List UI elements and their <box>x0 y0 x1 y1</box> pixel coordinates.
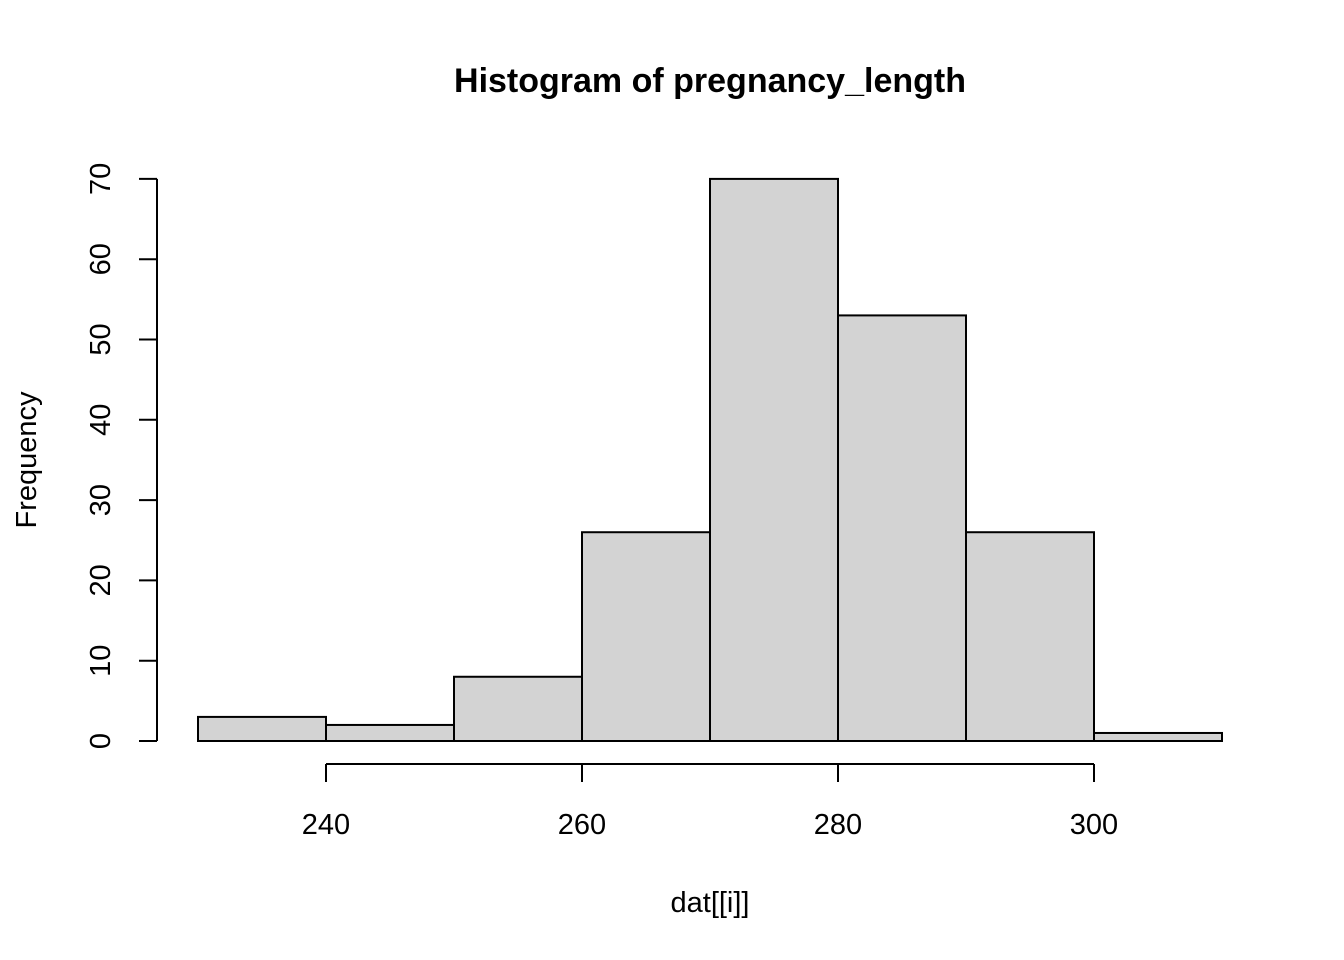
x-tick-label-300: 300 <box>1070 809 1118 841</box>
histogram-bar-7 <box>965 531 1095 742</box>
x-axis-label: dat[[i]] <box>671 887 750 919</box>
y-tick-label-10: 10 <box>85 645 117 677</box>
y-tick-label-0: 0 <box>85 733 117 749</box>
bars-group <box>197 177 1223 743</box>
y-tick-label-60: 60 <box>85 243 117 275</box>
x-tick-label-280: 280 <box>814 809 862 841</box>
histogram-bar-8 <box>1093 731 1223 742</box>
y-tick-label-50: 50 <box>85 323 117 355</box>
histogram-bar-5 <box>709 177 839 742</box>
histogram-bar-3 <box>453 675 583 743</box>
x-tick-label-260: 260 <box>558 809 606 841</box>
y-axis: 0 10 20 30 40 50 60 70 <box>85 163 158 749</box>
y-tick-label-40: 40 <box>85 404 117 436</box>
histogram-bar-1 <box>197 715 327 742</box>
chart-title: Histogram of pregnancy_length <box>454 62 966 100</box>
x-tick-label-240: 240 <box>302 809 350 841</box>
histogram-bar-2 <box>325 723 455 743</box>
y-tick-label-30: 30 <box>85 484 117 516</box>
histogram-bar-6 <box>837 314 967 742</box>
x-axis: 240 260 280 300 <box>302 763 1118 841</box>
y-tick-label-20: 20 <box>85 564 117 596</box>
y-axis-label: Frequency <box>11 391 43 529</box>
y-tick-label-70: 70 <box>85 163 117 195</box>
histogram-bar-4 <box>581 531 711 742</box>
